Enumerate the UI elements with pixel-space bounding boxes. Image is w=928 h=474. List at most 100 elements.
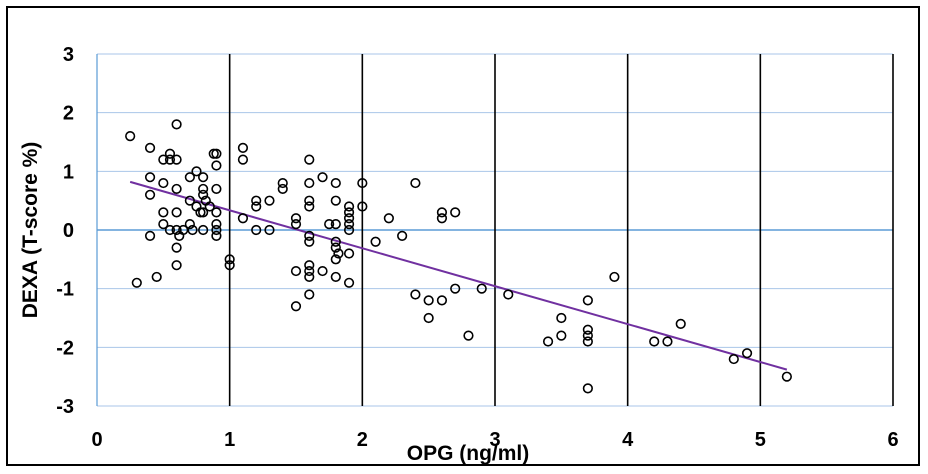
y-tick-label: 2 — [63, 103, 74, 125]
y-tick-label: 0 — [63, 220, 74, 242]
data-point — [304, 154, 315, 165]
data-point — [237, 213, 249, 224]
data-point — [211, 148, 222, 159]
data-point — [423, 295, 434, 306]
data-point — [198, 172, 209, 183]
data-point — [171, 119, 182, 130]
data-point — [410, 289, 421, 300]
tick-labels-layer: 3 2 1 0 -1 -2 -3 0 1 2 3 4 5 6 — [56, 44, 898, 451]
trendline-layer — [129, 180, 788, 371]
data-point — [237, 154, 249, 165]
data-point — [198, 207, 209, 218]
data-point — [343, 201, 355, 212]
data-point — [609, 271, 620, 283]
data-point — [164, 224, 176, 236]
data-point — [277, 177, 288, 189]
trendline — [129, 180, 788, 371]
data-point — [211, 183, 222, 195]
data-point — [662, 336, 673, 347]
data-point — [144, 142, 156, 153]
data-point — [290, 265, 302, 277]
y-tick-label: -1 — [56, 279, 74, 301]
data-point — [251, 201, 262, 212]
data-point — [191, 166, 202, 177]
data-point — [330, 242, 341, 253]
data-point — [158, 207, 169, 218]
data-point — [436, 213, 448, 224]
x-tick-label: 5 — [755, 429, 766, 451]
data-point — [151, 271, 162, 283]
data-point — [171, 242, 182, 253]
data-point — [277, 183, 288, 195]
data-point — [251, 195, 262, 206]
data-point — [164, 154, 176, 165]
data-point — [171, 207, 182, 218]
data-point — [211, 230, 222, 241]
data-point — [556, 330, 567, 341]
data-point — [290, 213, 302, 224]
data-point — [330, 219, 341, 230]
data-point — [542, 336, 554, 347]
data-point — [211, 160, 222, 171]
data-point — [649, 336, 660, 347]
data-point — [343, 207, 355, 218]
data-point — [184, 172, 195, 183]
data-point — [317, 172, 328, 183]
data-point — [304, 195, 315, 206]
chart-frame: 3 2 1 0 -1 -2 -3 0 1 2 3 4 5 6 OPG (ng/ml) DEXA (T-sc… — [6, 6, 920, 466]
data-point — [251, 224, 262, 236]
data-point — [304, 201, 315, 212]
x-tick-label: 1 — [224, 429, 235, 451]
data-point — [171, 224, 182, 236]
data-point — [343, 213, 355, 224]
data-point — [436, 295, 448, 306]
data-point — [450, 207, 461, 218]
data-point — [582, 324, 593, 335]
data-point — [211, 219, 222, 230]
data-point — [330, 271, 341, 283]
data-point — [184, 195, 195, 206]
grid-layer — [96, 53, 894, 407]
data-point — [343, 219, 355, 230]
data-point — [463, 330, 474, 341]
data-point — [198, 224, 209, 236]
y-tick-label: -3 — [56, 396, 74, 418]
data-point — [343, 224, 355, 236]
x-tick-label: 2 — [357, 429, 368, 451]
data-point — [330, 254, 341, 265]
data-point — [304, 260, 315, 271]
x-tick-label: 3 — [489, 429, 500, 451]
data-point — [211, 224, 222, 236]
data-point — [304, 265, 315, 277]
data-point — [503, 289, 514, 300]
data-point — [264, 224, 275, 236]
data-point — [304, 289, 315, 300]
data-point — [582, 330, 593, 341]
data-point — [343, 277, 355, 288]
data-point — [582, 383, 593, 394]
data-point — [781, 371, 792, 382]
data-point — [158, 154, 169, 165]
y-tick-label: -2 — [56, 337, 74, 359]
data-point — [397, 230, 408, 241]
data-point — [304, 177, 315, 189]
data-point — [450, 283, 461, 294]
data-point — [582, 336, 593, 347]
data-point — [164, 148, 176, 159]
data-point — [264, 195, 275, 206]
data-point — [343, 248, 355, 259]
data-point — [383, 213, 394, 224]
data-point — [158, 177, 169, 189]
data-point — [436, 207, 448, 218]
data-point — [675, 318, 686, 329]
data-point — [158, 219, 169, 230]
scatter-chart: 3 2 1 0 -1 -2 -3 0 1 2 3 4 5 6 OPG (ng/ml) DEXA (T-sc… — [19, 44, 899, 464]
data-point — [198, 189, 209, 200]
x-tick-label: 0 — [91, 429, 102, 451]
data-point — [131, 277, 142, 288]
data-point — [556, 312, 567, 324]
data-point — [198, 183, 209, 195]
data-point — [317, 265, 328, 277]
data-point — [171, 183, 182, 195]
data-point — [290, 301, 302, 312]
